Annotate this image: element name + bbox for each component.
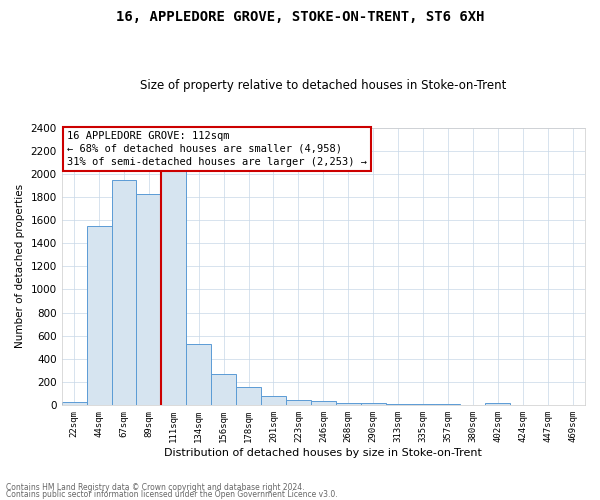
Bar: [361, 403, 386, 405]
Bar: [136, 194, 161, 405]
X-axis label: Distribution of detached houses by size in Stoke-on-Trent: Distribution of detached houses by size …: [164, 448, 482, 458]
Bar: [211, 374, 236, 405]
Bar: [311, 402, 336, 405]
Bar: [336, 402, 361, 405]
Bar: [261, 396, 286, 405]
Bar: [410, 404, 436, 405]
Bar: [62, 402, 86, 405]
Bar: [186, 344, 211, 405]
Text: Contains public sector information licensed under the Open Government Licence v3: Contains public sector information licen…: [6, 490, 338, 499]
Text: Contains HM Land Registry data © Crown copyright and database right 2024.: Contains HM Land Registry data © Crown c…: [6, 484, 305, 492]
Bar: [112, 180, 136, 405]
Bar: [161, 162, 186, 405]
Y-axis label: Number of detached properties: Number of detached properties: [15, 184, 25, 348]
Bar: [286, 400, 311, 405]
Bar: [236, 387, 261, 405]
Bar: [86, 226, 112, 405]
Bar: [485, 403, 510, 405]
Bar: [386, 404, 410, 405]
Text: 16, APPLEDORE GROVE, STOKE-ON-TRENT, ST6 6XH: 16, APPLEDORE GROVE, STOKE-ON-TRENT, ST6…: [116, 10, 484, 24]
Text: 16 APPLEDORE GROVE: 112sqm
← 68% of detached houses are smaller (4,958)
31% of s: 16 APPLEDORE GROVE: 112sqm ← 68% of deta…: [67, 130, 367, 167]
Title: Size of property relative to detached houses in Stoke-on-Trent: Size of property relative to detached ho…: [140, 79, 506, 92]
